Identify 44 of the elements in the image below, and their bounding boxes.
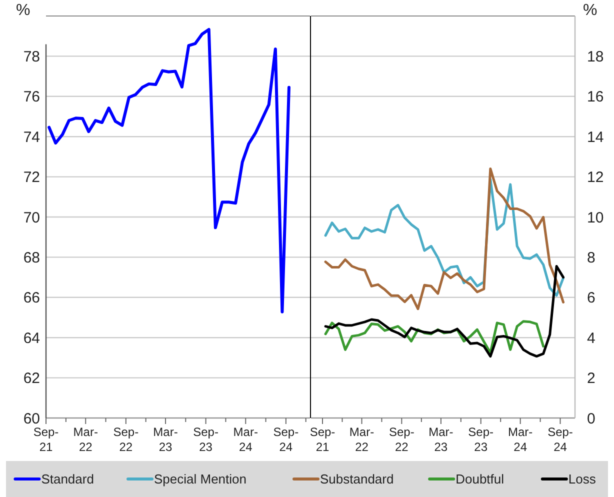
y-tick-label: 76 bbox=[23, 88, 40, 106]
x-tick-label: Mar-22 bbox=[349, 425, 374, 454]
x-tick-label: Sep-23 bbox=[468, 425, 494, 454]
legend-label: Substandard bbox=[320, 472, 394, 487]
y2-tick-label: 2 bbox=[587, 370, 596, 388]
y-tick-label: 70 bbox=[23, 209, 40, 226]
x-tick-label: Mar-23 bbox=[428, 425, 454, 454]
legend-label: Loss bbox=[568, 472, 596, 487]
x-tick-label: Sep-22 bbox=[113, 425, 139, 454]
x-tick-label: Sep-24 bbox=[548, 425, 573, 454]
y-tick-label: 62 bbox=[23, 370, 40, 388]
legend-label: Doubtful bbox=[456, 472, 504, 487]
y-tick-label: 72 bbox=[23, 169, 40, 186]
y-tick-label: 60 bbox=[23, 410, 40, 428]
x-tick-label: Mar-24 bbox=[508, 425, 533, 454]
y-axis-title: % bbox=[16, 2, 30, 19]
x-tick-label: Sep-21 bbox=[310, 425, 336, 454]
x-tick-label: Sep-21 bbox=[33, 425, 59, 454]
y2-tick-label: 16 bbox=[587, 88, 604, 106]
x-tick-label: Mar-23 bbox=[153, 425, 178, 454]
y2-tick-label: 6 bbox=[587, 290, 596, 307]
x-tick-label: Sep-22 bbox=[388, 425, 414, 454]
y-tick-label: 78 bbox=[23, 48, 40, 66]
x-tick-label: Mar-22 bbox=[73, 425, 98, 454]
y2-tick-label: 18 bbox=[587, 48, 604, 66]
y2-tick-label: 4 bbox=[587, 330, 596, 347]
line-series bbox=[324, 168, 565, 310]
y2-axis-title: % bbox=[583, 2, 598, 19]
y-tick-label: 66 bbox=[23, 290, 40, 307]
y2-tick-label: 8 bbox=[587, 249, 596, 266]
y-tick-label: 74 bbox=[23, 128, 40, 146]
y-tick-label: 68 bbox=[23, 249, 40, 266]
x-tick-label: Sep-24 bbox=[273, 425, 299, 454]
legend-label: Standard bbox=[41, 472, 94, 487]
y2-tick-label: 12 bbox=[587, 169, 604, 186]
y-tick-label: 64 bbox=[23, 330, 40, 347]
legend-label: Special Mention bbox=[154, 472, 246, 487]
line-series bbox=[324, 264, 565, 358]
x-tick-label: Sep-23 bbox=[193, 425, 218, 454]
y2-tick-label: 14 bbox=[587, 128, 604, 146]
line-series bbox=[48, 28, 290, 314]
x-tick-label: Mar-24 bbox=[233, 425, 258, 454]
y2-tick-label: 0 bbox=[587, 410, 596, 428]
y2-tick-label: 10 bbox=[587, 209, 604, 226]
